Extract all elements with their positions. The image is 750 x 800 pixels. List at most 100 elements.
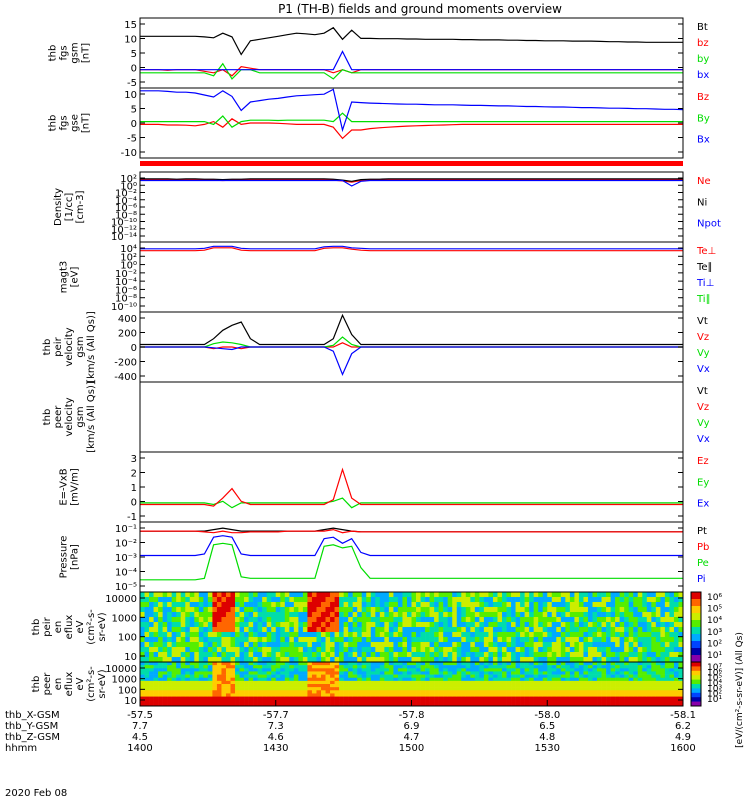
heatmap-cell [162,696,168,701]
heatmap-cell [425,612,430,618]
heatmap-cell [176,699,182,704]
heatmap-cell [388,632,394,638]
heatmap-cell [420,693,426,697]
heatmap-cell [321,671,326,675]
heatmap-cell [140,642,145,648]
heatmap-cell [230,602,236,608]
heatmap-cell [311,671,317,675]
heatmap-cell [497,602,503,608]
heatmap-cell [416,702,421,707]
heatmap-cell [660,662,666,666]
heatmap-cell [619,627,625,633]
heatmap-cell [429,671,435,675]
heatmap-cell [601,592,607,598]
heatmap-cell [311,652,317,658]
heatmap-cell [633,617,639,623]
heatmap-cell [253,607,258,613]
heatmap-cell [330,677,335,682]
heatmap-cell [158,662,163,666]
heatmap-cell [352,680,358,685]
heatmap-cell [597,652,602,658]
heatmap-cell [637,622,643,628]
heatmap-cell [646,702,652,707]
heatmap-cell [343,592,349,598]
heatmap-cell [597,665,602,669]
heatmap-cell [198,684,204,688]
heatmap-cell [425,687,430,691]
heatmap-cell [461,680,467,685]
heatmap-cell [642,657,648,663]
heatmap-cell [207,592,213,598]
heatmap-cell [664,668,670,672]
heatmap-cell [678,642,684,648]
heatmap-cell [375,642,381,648]
heatmap-cell [578,693,584,697]
heatmap-cell [348,657,353,663]
heatmap-cell [619,652,625,658]
heatmap-cell [366,680,372,685]
heatmap-cell [402,699,408,704]
heatmap-cell [311,632,317,638]
heatmap-cell [434,642,439,648]
heatmap-cell [606,662,611,666]
heatmap-cell [262,632,268,638]
heatmap-cell [569,668,575,672]
heatmap-cell [221,637,227,643]
heatmap-cell [633,702,639,707]
heatmap-cell [488,696,494,701]
heatmap-cell [397,702,403,707]
heatmap-cell [447,647,453,653]
heatmap-cell [425,597,430,603]
heatmap-cell [384,684,390,688]
heatmap-cell [180,684,186,688]
heatmap-cell [406,637,412,643]
heatmap-cell [167,637,172,643]
heatmap-cell [370,632,376,638]
heatmap-cell [397,642,403,648]
heatmap-cell [162,680,168,685]
heatmap-cell [542,607,548,613]
heatmap-cell [388,687,394,691]
heatmap-cell [153,699,159,704]
heatmap-cell [669,627,675,633]
heatmap-cell [406,687,412,691]
heatmap-cell [334,665,340,669]
heatmap-cell [592,592,598,598]
heatmap-cell [660,671,666,675]
heatmap-cell [660,690,666,694]
heatmap-cell [189,665,195,669]
heatmap-cell [388,702,394,707]
heatmap-cell [416,637,421,643]
heatmap-cell [293,665,299,669]
heatmap-cell [587,632,593,638]
heatmap-cell [502,684,507,688]
heatmap-cell [230,687,236,691]
heatmap-cell [311,693,317,697]
heatmap-cell [565,617,571,623]
heatmap-cell [520,680,525,685]
heatmap-cell [271,690,277,694]
heatmap-cell [597,684,602,688]
heatmap-cell [655,602,661,608]
heatmap-cell [167,612,172,618]
heatmap-cell [655,647,661,653]
heatmap-cell [524,696,530,701]
heatmap-cell [316,702,322,707]
heatmap-cell [597,632,602,638]
heatmap-cell [633,699,639,704]
heatmap-cell [443,687,449,691]
heatmap-cell [298,690,304,694]
heatmap-cell [470,671,476,675]
heatmap-cell [497,612,503,618]
heatmap-cell [488,690,494,694]
heatmap-cell [176,612,182,618]
heatmap-cell [447,687,453,691]
heatmap-cell [664,637,670,643]
heatmap-cell [185,642,191,648]
heatmap-cell [194,684,200,688]
heatmap-cell [162,657,168,663]
heatmap-cell [610,597,616,603]
heatmap-cell [533,617,539,623]
